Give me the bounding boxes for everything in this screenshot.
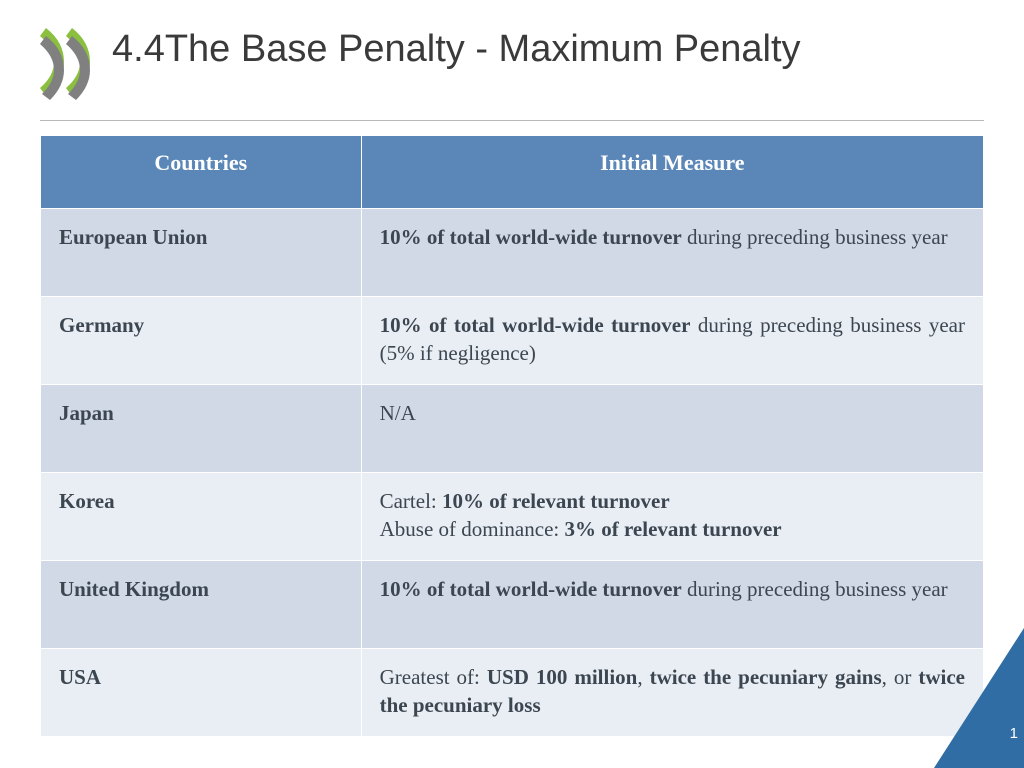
- measure-bold: 10% of total world-wide turnover: [380, 577, 682, 601]
- oecd-logo-icon: [40, 24, 96, 100]
- measure-bold: USD 100 million: [487, 665, 637, 689]
- cell-measure: 10% of total world-wide turnover during …: [361, 297, 983, 385]
- cell-country: Korea: [41, 473, 362, 561]
- corner-accent-triangle: [934, 628, 1024, 768]
- measure-bold: 3% of relevant turnover: [564, 517, 781, 541]
- measure-text: Abuse of dominance:: [380, 517, 565, 541]
- table-row: Korea Cartel: 10% of relevant turnover Ab…: [41, 473, 984, 561]
- page-number: 1: [1010, 725, 1018, 742]
- measure-text: , or: [882, 665, 919, 689]
- table-header-row: Countries Initial Measure: [41, 136, 984, 209]
- cell-measure: 10% of total world-wide turnover during …: [361, 561, 983, 649]
- measure-text: ,: [637, 665, 649, 689]
- measure-text: during preceding business year: [682, 577, 948, 601]
- measure-text: N/A: [380, 401, 416, 425]
- table-row: United Kingdom 10% of total world-wide t…: [41, 561, 984, 649]
- cell-country: United Kingdom: [41, 561, 362, 649]
- measure-bold: 10% of total world-wide turnover: [380, 225, 682, 249]
- measure-text: Cartel:: [380, 489, 442, 513]
- table-row: USA Greatest of: USD 100 million, twice …: [41, 649, 984, 737]
- table-row: Japan N/A: [41, 385, 984, 473]
- cell-measure: Greatest of: USD 100 million, twice the …: [361, 649, 983, 737]
- cell-country: USA: [41, 649, 362, 737]
- cell-country: Japan: [41, 385, 362, 473]
- column-header-measure: Initial Measure: [361, 136, 983, 209]
- measure-text: during preceding business year: [682, 225, 948, 249]
- cell-country: European Union: [41, 209, 362, 297]
- cell-measure: 10% of total world-wide turnover during …: [361, 209, 983, 297]
- cell-country: Germany: [41, 297, 362, 385]
- table-row: Germany 10% of total world-wide turnover…: [41, 297, 984, 385]
- measure-bold: 10% of total world-wide turnover: [380, 313, 691, 337]
- measure-bold: 10% of relevant turnover: [442, 489, 670, 513]
- cell-measure: Cartel: 10% of relevant turnover Abuse of…: [361, 473, 983, 561]
- header-divider: [40, 120, 984, 121]
- cell-measure: N/A: [361, 385, 983, 473]
- table-row: European Union 10% of total world-wide t…: [41, 209, 984, 297]
- measure-bold: twice the pecuniary gains: [650, 665, 882, 689]
- slide-title: 4.4The Base Penalty - Maximum Penalty: [112, 24, 801, 71]
- penalty-table: Countries Initial Measure European Union…: [40, 135, 984, 737]
- penalty-table-container: Countries Initial Measure European Union…: [0, 135, 1024, 737]
- measure-text: Greatest of:: [380, 665, 487, 689]
- slide-header: 4.4The Base Penalty - Maximum Penalty: [0, 0, 1024, 108]
- column-header-countries: Countries: [41, 136, 362, 209]
